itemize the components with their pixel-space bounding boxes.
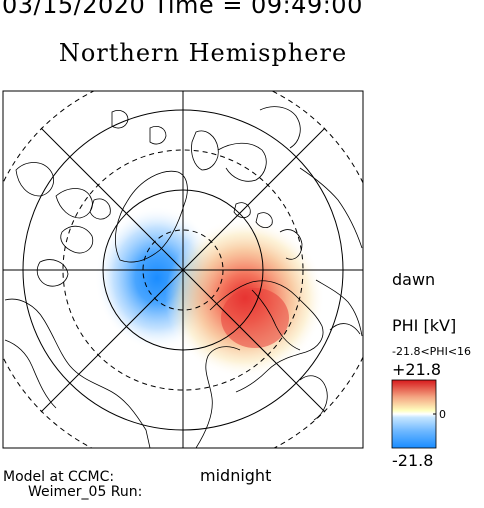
model-label: Model at CCMC:: [3, 469, 115, 485]
colorbar-zero-label: 0: [439, 408, 446, 421]
positive-core: [221, 288, 289, 348]
datetime-header: 03/15/2020 Time = 09:49:00: [2, 0, 363, 19]
colorbar-min-label: -21.8: [392, 451, 434, 470]
longitude-grid: [3, 91, 363, 448]
run-label: Weimer_05 Run:: [28, 484, 143, 500]
hemisphere-title: Northern Hemisphere: [58, 39, 348, 67]
colorbar-max-label: +21.8: [392, 360, 442, 379]
colorbar-range-text: -21.8<PHI<16: [392, 345, 472, 358]
dawn-label: dawn: [392, 270, 436, 289]
colorbar: [391, 379, 437, 449]
colorbar-title: PHI [kV]: [392, 316, 457, 335]
midnight-label: midnight: [200, 466, 272, 485]
coastlines: [4, 106, 363, 448]
